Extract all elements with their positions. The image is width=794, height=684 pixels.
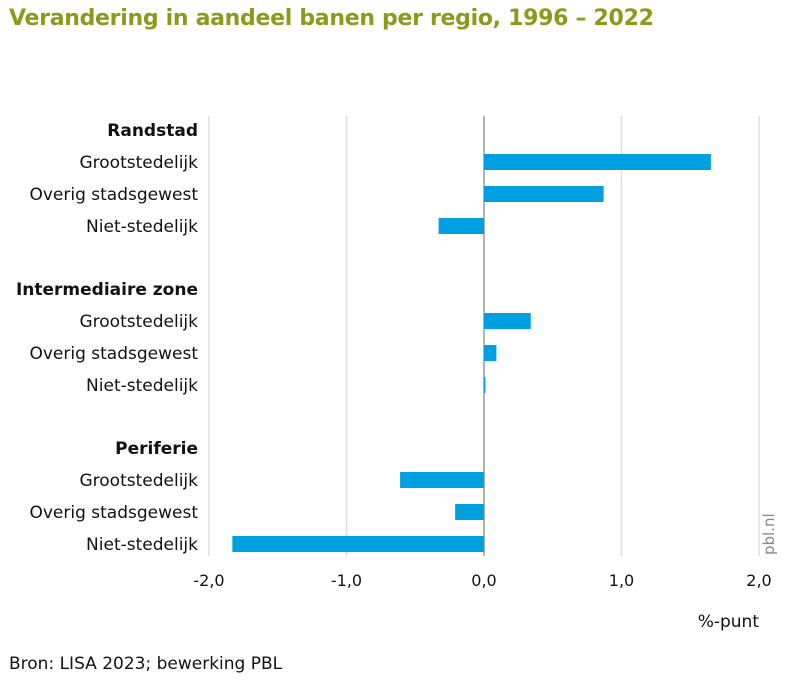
category-label: Niet-stedelijk <box>86 217 198 237</box>
category-label: Niet-stedelijk <box>86 376 198 396</box>
source-note: Bron: LISA 2023; bewerking PBL <box>9 654 283 674</box>
category-label: Overig stadsgewest <box>29 503 198 523</box>
x-tick-label: -1,0 <box>331 571 362 590</box>
chart-title: Verandering in aandeel banen per regio, … <box>9 6 654 31</box>
group-label: Intermediaire zone <box>16 280 198 300</box>
category-label: Grootstedelijk <box>79 471 198 491</box>
bar <box>484 154 711 170</box>
category-label: Grootstedelijk <box>79 153 198 173</box>
bar <box>232 536 484 552</box>
category-label: Overig stadsgewest <box>29 344 198 364</box>
x-tick-label: 1,0 <box>609 571 634 590</box>
x-tick-label: -2,0 <box>193 571 224 590</box>
bar <box>484 313 531 329</box>
bar <box>455 504 484 520</box>
bar <box>484 345 497 361</box>
bar <box>484 186 604 202</box>
x-tick-label: 2,0 <box>746 571 771 590</box>
bar <box>400 472 484 488</box>
watermark: pbl.nl <box>760 513 778 555</box>
group-label: Randstad <box>107 121 198 141</box>
x-axis-label: %-punt <box>697 612 759 632</box>
category-label: Overig stadsgewest <box>29 185 198 205</box>
x-tick-label: 0,0 <box>471 571 496 590</box>
bar <box>438 218 484 234</box>
group-label: Periferie <box>115 439 198 459</box>
category-label: Niet-stedelijk <box>86 535 198 555</box>
category-label: Grootstedelijk <box>79 312 198 332</box>
bar <box>484 377 486 393</box>
